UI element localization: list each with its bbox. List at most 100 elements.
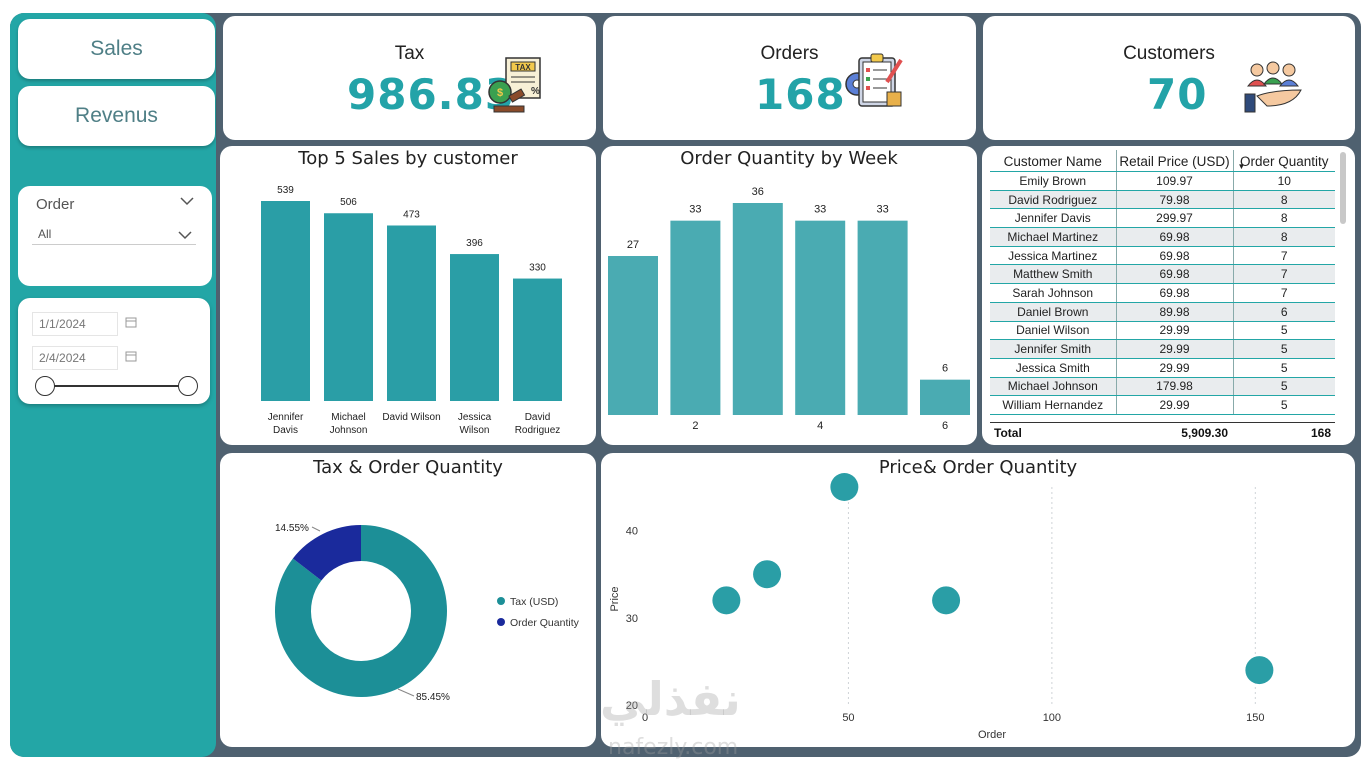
customer-name-cell: William Hernandez <box>990 395 1117 415</box>
customer-name-cell: Jennifer Smith <box>990 339 1117 359</box>
sales-bar-category: Rodriguez <box>515 425 561 436</box>
date-range-track <box>45 385 188 387</box>
scatter-point[interactable] <box>932 586 961 615</box>
customer-table: Customer Name Retail Price (USD) Order Q… <box>990 150 1335 415</box>
scatter-point[interactable] <box>712 586 741 615</box>
customer-name-cell: Sarah Johnson <box>990 283 1117 303</box>
table-row[interactable]: Jessica Martinez 69.98 7 <box>990 246 1335 266</box>
table-row[interactable]: Matthew Smith 69.98 7 <box>990 264 1335 285</box>
week-bar[interactable] <box>608 256 658 415</box>
sales-bar-category: Jennifer <box>268 412 304 423</box>
sales-bar-category: Michael <box>331 412 365 423</box>
legend-marker <box>497 618 505 626</box>
donut-slice-tax[interactable] <box>275 525 447 697</box>
weekly-orders-chart: 27 33 2 36 33 4 33 6 6 <box>608 186 970 432</box>
y-tick-label: 20 <box>626 700 638 712</box>
retail-price-cell: 29.99 <box>1116 339 1234 359</box>
scatter-point[interactable] <box>830 473 859 501</box>
customer-name-cell: David Rodriguez <box>990 190 1117 210</box>
customers-card-title: Customers <box>1123 43 1215 64</box>
tax-card-value: 986.83 <box>347 70 516 119</box>
table-row[interactable]: Michael Martinez 69.98 8 <box>990 227 1335 247</box>
sales-bar[interactable] <box>450 254 499 401</box>
sales-bar[interactable] <box>261 201 310 401</box>
total-label: Total <box>994 426 1022 440</box>
y-axis-label: Price <box>609 586 621 611</box>
tax-card: Tax 986.83 TAX % $ <box>223 16 596 140</box>
sales-bar-value: 506 <box>340 197 357 208</box>
table-row[interactable]: Jennifer Smith 29.99 5 <box>990 339 1335 359</box>
customer-name-header[interactable]: Customer Name <box>990 150 1117 172</box>
date-slicer: 1/1/2024 2/4/2024 <box>18 298 210 404</box>
chevron-down-icon[interactable] <box>180 194 194 210</box>
range-end-handle[interactable] <box>178 376 198 396</box>
table-row[interactable]: William Hernandez 29.99 5 <box>990 395 1335 415</box>
table-row[interactable]: Daniel Wilson 29.99 5 <box>990 321 1335 341</box>
order-quantity-cell: 8 <box>1233 227 1335 247</box>
tax-card-title: Tax <box>394 43 425 64</box>
week-bar-value: 33 <box>689 204 701 216</box>
sales-bar[interactable] <box>513 278 562 401</box>
start-date-value: 1/1/2024 <box>39 317 86 331</box>
week-bar-value: 33 <box>876 204 888 216</box>
end-date-value: 2/4/2024 <box>39 351 86 365</box>
scatter-point[interactable] <box>753 560 782 589</box>
order-quantity-cell: 5 <box>1233 395 1335 415</box>
calendar-icon[interactable] <box>125 316 137 331</box>
week-bar[interactable] <box>732 203 783 415</box>
week-bar[interactable] <box>920 379 970 415</box>
order-dropdown[interactable]: All <box>32 220 196 245</box>
retail-price-cell: 29.99 <box>1116 358 1234 378</box>
start-date-input[interactable]: 1/1/2024 <box>32 312 137 336</box>
end-date-input[interactable]: 2/4/2024 <box>32 346 137 370</box>
donut-slice-order-quantity[interactable] <box>292 525 361 581</box>
sales-bar-value: 396 <box>466 238 483 249</box>
table-scrollbar[interactable] <box>1340 152 1346 224</box>
week-bar[interactable] <box>670 220 721 415</box>
order-quantity-header-label: Order Quantity <box>1239 154 1329 169</box>
order-slicer: Order All <box>18 186 212 286</box>
table-row[interactable]: David Rodriguez 79.98 8 <box>990 190 1335 210</box>
table-row[interactable]: Emily Brown 109.97 10 <box>990 171 1335 191</box>
scatter-point[interactable] <box>1245 656 1274 685</box>
retail-price-cell: 79.98 <box>1116 190 1234 210</box>
table-header-row: Customer Name Retail Price (USD) Order Q… <box>990 150 1335 172</box>
price-order-panel: Price& Order Quantity 0 50 100 150 20 30 40 Ord… <box>601 453 1355 747</box>
table-row[interactable]: Jessica Smith 29.99 5 <box>990 358 1335 378</box>
x-tick-label: 100 <box>1043 712 1061 724</box>
top5-sales-chart: 539 Jennifer Davis 506 Michael Johnson 473 Davi… <box>261 185 562 436</box>
retail-price-header[interactable]: Retail Price (USD) <box>1116 150 1234 172</box>
sales-bar[interactable] <box>324 213 373 401</box>
order-dropdown-value: All <box>38 227 52 241</box>
revenus-nav-button[interactable]: Revenus <box>18 86 215 146</box>
table-row[interactable]: Jennifer Davis 299.97 8 <box>990 208 1335 229</box>
sales-bar[interactable] <box>387 225 436 401</box>
week-bar[interactable] <box>795 220 846 415</box>
customer-name-cell: Matthew Smith <box>990 264 1117 285</box>
sales-bar-value: 330 <box>529 263 546 274</box>
retail-price-cell: 69.98 <box>1116 246 1234 266</box>
order-quantity-header[interactable]: Order Quantity ▼ <box>1233 150 1335 172</box>
top5-sales-title: Top 5 Sales by customer <box>298 148 518 169</box>
legend-marker <box>497 597 505 605</box>
table-row[interactable]: Sarah Johnson 69.98 7 <box>990 283 1335 303</box>
sales-nav-button[interactable]: Sales <box>18 19 215 79</box>
table-row[interactable]: Daniel Brown 89.98 6 <box>990 302 1335 322</box>
week-bar[interactable] <box>857 220 908 415</box>
table-row[interactable]: Michael Johnson 179.98 5 <box>990 377 1335 397</box>
order-quantity-cell: 5 <box>1233 321 1335 341</box>
customer-name-cell: Michael Martinez <box>990 227 1117 247</box>
order-quantity-cell: 7 <box>1233 246 1335 266</box>
chevron-down-icon <box>178 225 192 244</box>
customers-icon <box>1243 60 1303 118</box>
orders-card-value: 168 <box>755 70 846 119</box>
week-tick-label: 4 <box>817 420 823 432</box>
orders-card: Orders 168 <box>603 16 976 140</box>
donut-label-order-quantity: 14.55% <box>275 523 309 534</box>
retail-price-cell: 29.99 <box>1116 321 1234 341</box>
order-quantity-cell: 5 <box>1233 377 1335 397</box>
customer-name-cell: Jessica Smith <box>990 358 1117 378</box>
calendar-icon[interactable] <box>125 350 137 365</box>
range-start-handle[interactable] <box>35 376 55 396</box>
tax-icon: TAX % $ <box>486 56 544 118</box>
